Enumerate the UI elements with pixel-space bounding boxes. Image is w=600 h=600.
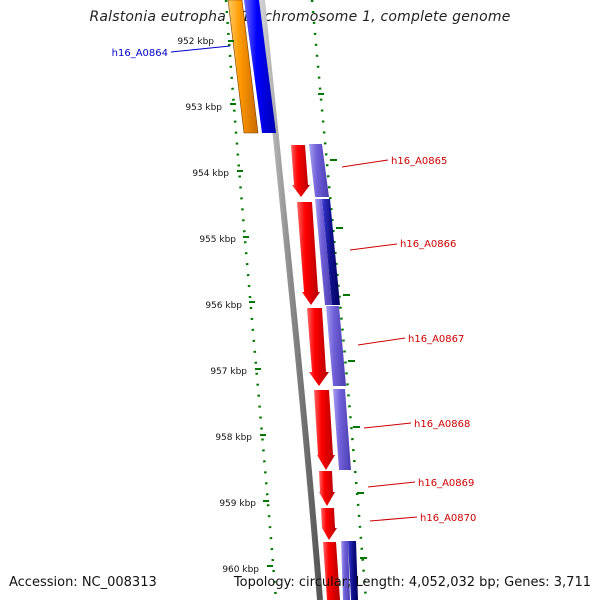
leader-line-h16_A0867 (357, 337, 406, 346)
cog-block-h16_A0865[interactable] (309, 144, 329, 197)
cds-arrow-h16_A0869[interactable] (319, 471, 335, 506)
tick-label-956: 956 kbp (205, 301, 242, 311)
gene-label-h16_A0869[interactable]: h16_A0869 (418, 478, 474, 489)
map-title: Ralstonia eutropha H16 chromosome 1, com… (89, 9, 511, 25)
tick-label-955: 955 kbp (199, 235, 236, 245)
tick-label-960: 960 kbp (222, 565, 259, 575)
cog-block-h16_A0868[interactable] (333, 389, 351, 470)
genome-summary-text: Topology: circular; Length: 4,052,032 bp… (233, 575, 591, 590)
cog-block-h16_A0866[interactable] (315, 199, 332, 305)
cds-arrow-h16_A0868[interactable] (314, 390, 335, 470)
cds-arrow-h16_A0867[interactable] (307, 308, 329, 386)
gc-content-outer-track (310, 0, 368, 600)
tick-label-957: 957 kbp (210, 367, 247, 377)
tick-label-953: 953 kbp (185, 103, 222, 113)
kbp-axis: 952 kbp 953 kbp 954 kbp 955 kbp 956 kbp … (177, 37, 273, 575)
tick-label-958: 958 kbp (215, 433, 252, 443)
gene-label-h16_A0868[interactable]: h16_A0868 (414, 419, 470, 430)
tick-label-959: 959 kbp (219, 499, 256, 509)
cog-block-next-alt[interactable] (348, 541, 358, 600)
leader-line-h16_A0870 (369, 516, 418, 522)
leader-line-h16_A0864 (170, 45, 231, 53)
gene-label-h16_A0865[interactable]: h16_A0865 (391, 156, 447, 167)
cog-block-h16_A0866-alt[interactable] (322, 199, 340, 305)
chromosome-backbone (259, 0, 323, 600)
leader-line-h16_A0869 (367, 481, 416, 488)
gene-label-h16_A0870[interactable]: h16_A0870 (420, 513, 476, 524)
tick-label-952: 952 kbp (177, 37, 214, 47)
cds-arrow-h16_A0865[interactable] (291, 145, 310, 197)
gene-label-h16_A0864[interactable]: h16_A0864 (112, 48, 168, 59)
gene-label-h16_A0866[interactable]: h16_A0866 (400, 239, 456, 250)
cds-arrow-h16_A0866[interactable] (297, 202, 320, 305)
leader-line-h16_A0866 (349, 243, 398, 251)
gene-label-h16_A0867[interactable]: h16_A0867 (408, 334, 464, 345)
cog-block-h16_A0864[interactable] (244, 0, 276, 133)
accession-text: Accession: NC_008313 (9, 575, 157, 590)
cds-block-next[interactable] (323, 542, 340, 600)
outer-track-ticks (318, 93, 367, 559)
cds-arrow-h16_A0870[interactable] (321, 508, 337, 540)
gc-content-inner-track (224, 0, 278, 600)
cog-block-h16_A0867[interactable] (326, 306, 346, 386)
tick-label-954: 954 kbp (192, 169, 229, 179)
leader-line-h16_A0865 (341, 159, 389, 168)
reverse-cds-block-h16_A0864[interactable] (227, 0, 259, 134)
leader-line-h16_A0868 (363, 422, 412, 429)
cog-block-next[interactable] (341, 541, 350, 600)
gene-labels: h16_A0864 h16_A0865 h16_A0866 h16_A0867 … (112, 45, 476, 524)
